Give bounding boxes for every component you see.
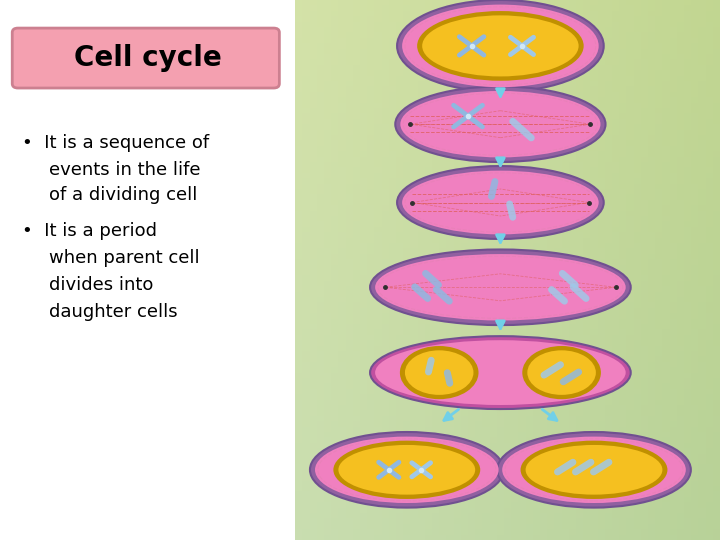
Ellipse shape xyxy=(422,15,579,77)
Ellipse shape xyxy=(402,4,599,87)
Text: daughter cells: daughter cells xyxy=(49,303,178,321)
Ellipse shape xyxy=(375,340,626,405)
Ellipse shape xyxy=(503,436,686,503)
Ellipse shape xyxy=(521,441,667,499)
Ellipse shape xyxy=(333,441,480,499)
Ellipse shape xyxy=(505,438,683,501)
Ellipse shape xyxy=(310,432,504,508)
Ellipse shape xyxy=(417,11,584,81)
Ellipse shape xyxy=(395,86,606,162)
FancyBboxPatch shape xyxy=(12,28,279,88)
Ellipse shape xyxy=(526,445,662,495)
Text: •  It is a sequence of: • It is a sequence of xyxy=(22,134,209,152)
Text: Cell cycle: Cell cycle xyxy=(73,44,222,72)
Ellipse shape xyxy=(375,254,626,320)
Text: when parent cell: when parent cell xyxy=(49,249,199,267)
Ellipse shape xyxy=(497,432,691,508)
Ellipse shape xyxy=(400,91,600,157)
Text: divides into: divides into xyxy=(49,276,153,294)
Text: •  It is a period: • It is a period xyxy=(22,222,157,240)
Ellipse shape xyxy=(402,171,599,234)
Ellipse shape xyxy=(370,249,631,325)
Ellipse shape xyxy=(370,336,631,409)
Text: events in the life: events in the life xyxy=(49,161,200,179)
Ellipse shape xyxy=(405,6,596,85)
Ellipse shape xyxy=(318,438,495,501)
Ellipse shape xyxy=(527,350,596,395)
Ellipse shape xyxy=(403,93,598,156)
Bar xyxy=(0,0,295,540)
Text: of a dividing cell: of a dividing cell xyxy=(49,186,197,205)
Ellipse shape xyxy=(405,350,474,395)
Ellipse shape xyxy=(397,166,603,239)
Ellipse shape xyxy=(397,0,603,92)
Ellipse shape xyxy=(315,436,498,503)
Ellipse shape xyxy=(522,346,601,399)
Ellipse shape xyxy=(378,256,623,318)
Ellipse shape xyxy=(338,445,475,495)
Ellipse shape xyxy=(400,346,479,399)
Ellipse shape xyxy=(405,173,596,232)
